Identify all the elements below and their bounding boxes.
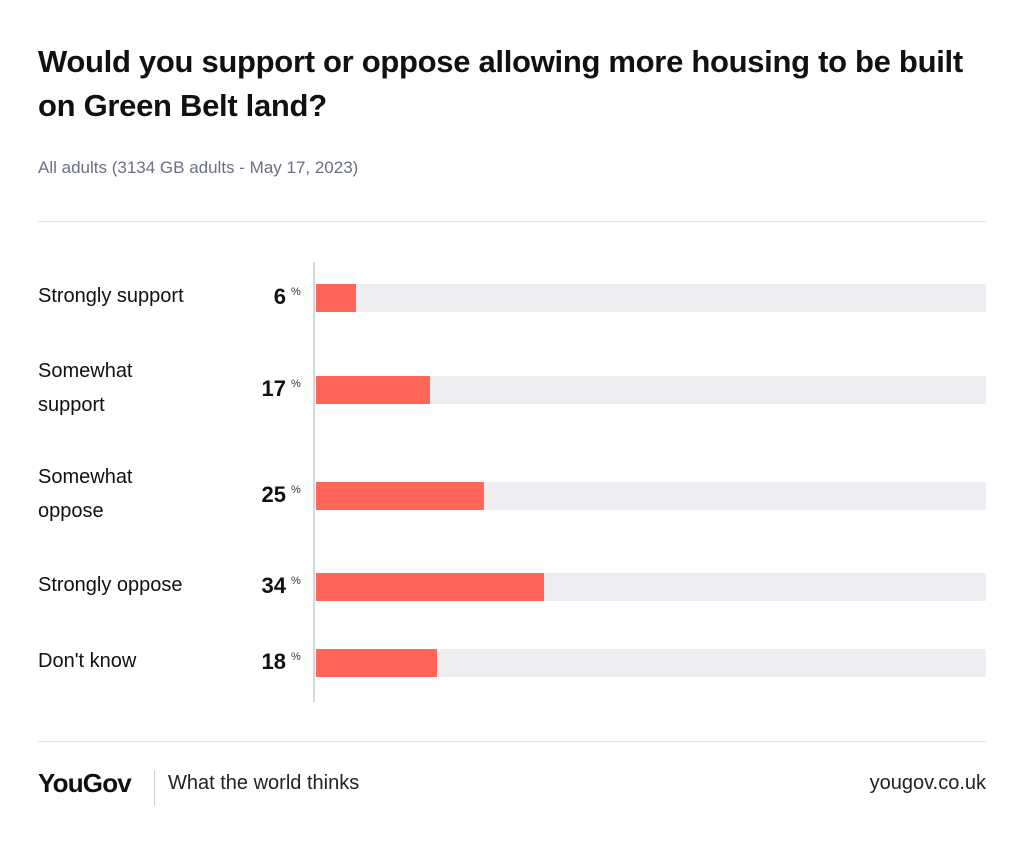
- bar[interactable]: [316, 573, 544, 601]
- category-label-line: Don't know: [38, 650, 137, 672]
- top-divider: [38, 221, 986, 222]
- chart-subtitle: All adults (3134 GB adults - May 17, 202…: [38, 158, 359, 177]
- category-label-line: Somewhat: [38, 360, 133, 382]
- value-label: 17: [261, 376, 286, 401]
- bar[interactable]: [316, 284, 356, 312]
- footer-tagline: What the world thinks: [168, 772, 360, 794]
- baseline-axis: [313, 262, 315, 702]
- value-label: 18: [261, 649, 286, 674]
- bar-track: [316, 284, 986, 312]
- category-label: Somewhat support: [38, 354, 133, 422]
- category-label-line: support: [38, 394, 105, 416]
- category-label-line: oppose: [38, 500, 104, 522]
- category-label: Don't know: [38, 644, 136, 678]
- percent-unit: %: [291, 378, 301, 390]
- category-label-line: Somewhat: [38, 466, 133, 488]
- percent-unit: %: [291, 575, 301, 587]
- category-label: Strongly oppose: [38, 568, 183, 602]
- yougov-logo[interactable]: YouGov: [38, 768, 132, 798]
- percent-unit: %: [291, 484, 301, 496]
- footer-url-link[interactable]: yougov.co.uk: [869, 772, 986, 794]
- category-label: Somewhat oppose: [38, 460, 133, 528]
- bar[interactable]: [316, 649, 437, 677]
- bar[interactable]: [316, 482, 484, 510]
- percent-unit: %: [291, 286, 301, 298]
- value-label: 6: [273, 284, 286, 309]
- value-label: 34: [261, 573, 286, 598]
- percent-unit: %: [291, 651, 301, 663]
- category-label-line: Strongly oppose: [38, 574, 183, 596]
- value-label: 25: [261, 482, 286, 507]
- bar[interactable]: [316, 376, 430, 404]
- category-label: Strongly support: [38, 279, 184, 313]
- category-label-line: Strongly support: [38, 285, 184, 307]
- footer-separator: [154, 770, 155, 806]
- chart-title: Would you support or oppose allowing mor…: [38, 44, 963, 123]
- bottom-divider: [38, 741, 986, 742]
